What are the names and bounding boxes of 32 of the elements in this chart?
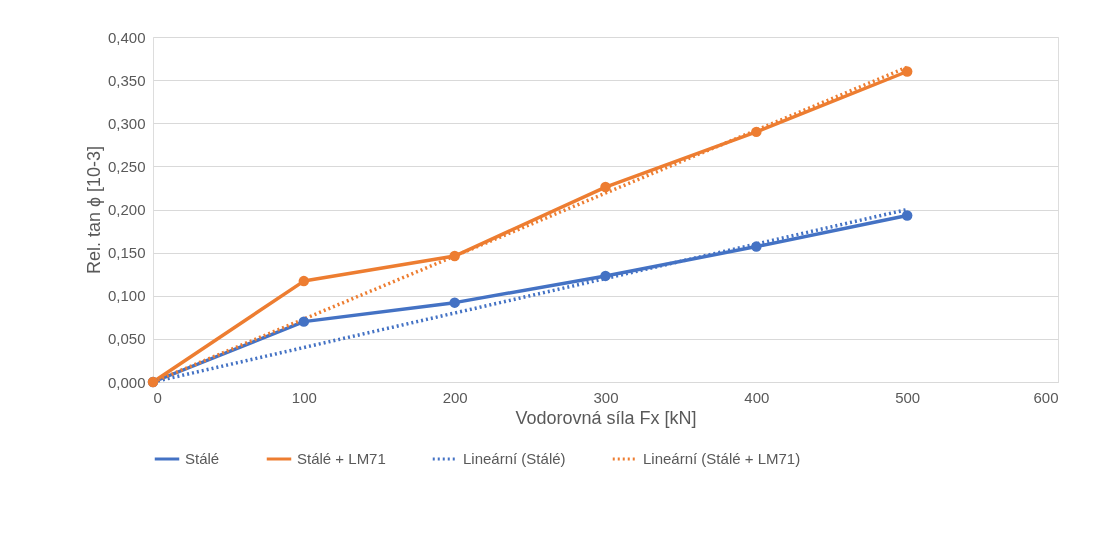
point [901,210,913,221]
legend-label: Stálé [185,450,220,467]
legend-label: Lineární (Stálé + LM71) [643,450,801,467]
point [751,241,762,252]
x-tick-label: 200 [442,388,468,406]
x-axis-title: Vodorovná síla Fx [kN] [515,407,697,428]
y-tick-label: 0,400 [107,28,146,46]
y-tick-label: 0,000 [107,373,146,391]
y-tick-label: 0,100 [107,287,146,305]
x-tick-label: 300 [593,388,619,406]
y-tick-label: 0,050 [107,330,146,348]
legend-label: Lineární (Stálé) [463,450,566,467]
y-tick-label: 0,200 [107,201,146,218]
x-tick-label: 0 [153,388,162,406]
point [449,297,460,308]
point [298,275,310,287]
x-tick-label: 100 [291,388,317,406]
legend-label: Stálé + LM71 [297,450,386,467]
point [901,66,913,77]
point [600,270,611,282]
y-tick-label: 0,350 [107,71,146,89]
x-tick-label: 500 [895,388,921,406]
point [600,181,611,193]
point [298,316,310,327]
y-tick-label: 0,150 [107,244,146,262]
y-tick-label: 0,250 [107,157,146,175]
point [751,126,762,138]
y-tick-label: 0,300 [107,114,146,132]
point [449,250,460,262]
x-tick-label: 600 [1033,388,1059,406]
y-axis-title: Rel. tan ϕ [10-3] [83,145,104,275]
x-tick-label: 400 [744,388,770,406]
